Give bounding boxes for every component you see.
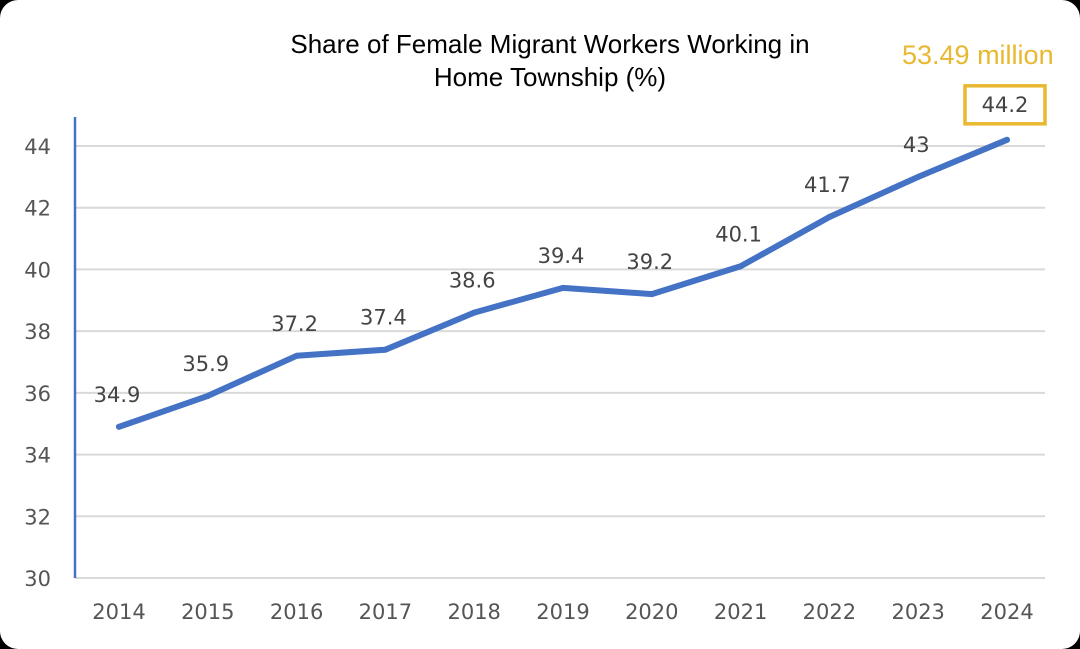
chart-title-line-1: Share of Female Migrant Workers Working … xyxy=(290,29,810,59)
data-label-2014: 34.9 xyxy=(94,383,141,407)
x-tick-label-2024: 2024 xyxy=(980,600,1033,624)
y-tick-label-32: 32 xyxy=(24,505,51,529)
y-tick-label-44: 44 xyxy=(24,135,51,159)
data-point-2017 xyxy=(382,346,389,353)
data-label-2023: 43 xyxy=(903,133,930,157)
data-point-2016 xyxy=(293,352,300,359)
data-point-2022 xyxy=(826,213,833,220)
x-tick-label-2018: 2018 xyxy=(447,600,500,624)
chart-title-line-2: Home Township (%) xyxy=(433,62,667,92)
y-tick-label-42: 42 xyxy=(24,197,51,221)
highlight-box xyxy=(963,84,1047,126)
x-tick-label-2019: 2019 xyxy=(536,600,589,624)
y-tick-label-40: 40 xyxy=(24,258,51,282)
data-label-2015: 35.9 xyxy=(182,352,229,376)
data-label-2024: 44.2 xyxy=(982,93,1029,117)
data-point-2014 xyxy=(116,423,122,430)
data-label-2019: 39.4 xyxy=(538,244,585,268)
x-tick-label-2015: 2015 xyxy=(181,600,234,624)
y-tick-label-38: 38 xyxy=(24,320,51,344)
data-point-2021 xyxy=(737,263,744,270)
data-point-2024 xyxy=(1004,136,1010,143)
data-point-2019 xyxy=(560,284,566,291)
data-label-2017: 37.4 xyxy=(360,306,407,330)
series-line xyxy=(116,136,1010,430)
data-point-2023 xyxy=(915,173,922,180)
y-tick-label-30: 30 xyxy=(24,567,51,591)
data-point-2018 xyxy=(471,309,478,316)
x-tick-label-2017: 2017 xyxy=(359,600,412,624)
data-label-2016: 37.2 xyxy=(271,312,318,336)
x-tick-label-2016: 2016 xyxy=(270,600,323,624)
data-label-2021: 40.1 xyxy=(715,222,762,246)
total-annotation: 53.49 million xyxy=(902,40,1054,70)
x-tick-label-2023: 2023 xyxy=(891,600,944,624)
data-label-2020: 39.2 xyxy=(626,250,673,274)
data-label-2022: 41.7 xyxy=(804,173,851,197)
x-tick-label-2022: 2022 xyxy=(803,600,856,624)
x-tick-label-2014: 2014 xyxy=(92,600,145,624)
data-point-2015 xyxy=(204,392,211,399)
x-tick-label-2020: 2020 xyxy=(625,600,678,624)
x-tick-label-2021: 2021 xyxy=(714,600,767,624)
y-tick-label-34: 34 xyxy=(24,444,51,468)
y-tick-label-36: 36 xyxy=(24,382,51,406)
chart-title: Share of Female Migrant Workers Working … xyxy=(200,28,900,94)
data-label-2018: 38.6 xyxy=(449,269,496,293)
data-point-2020 xyxy=(648,291,655,298)
